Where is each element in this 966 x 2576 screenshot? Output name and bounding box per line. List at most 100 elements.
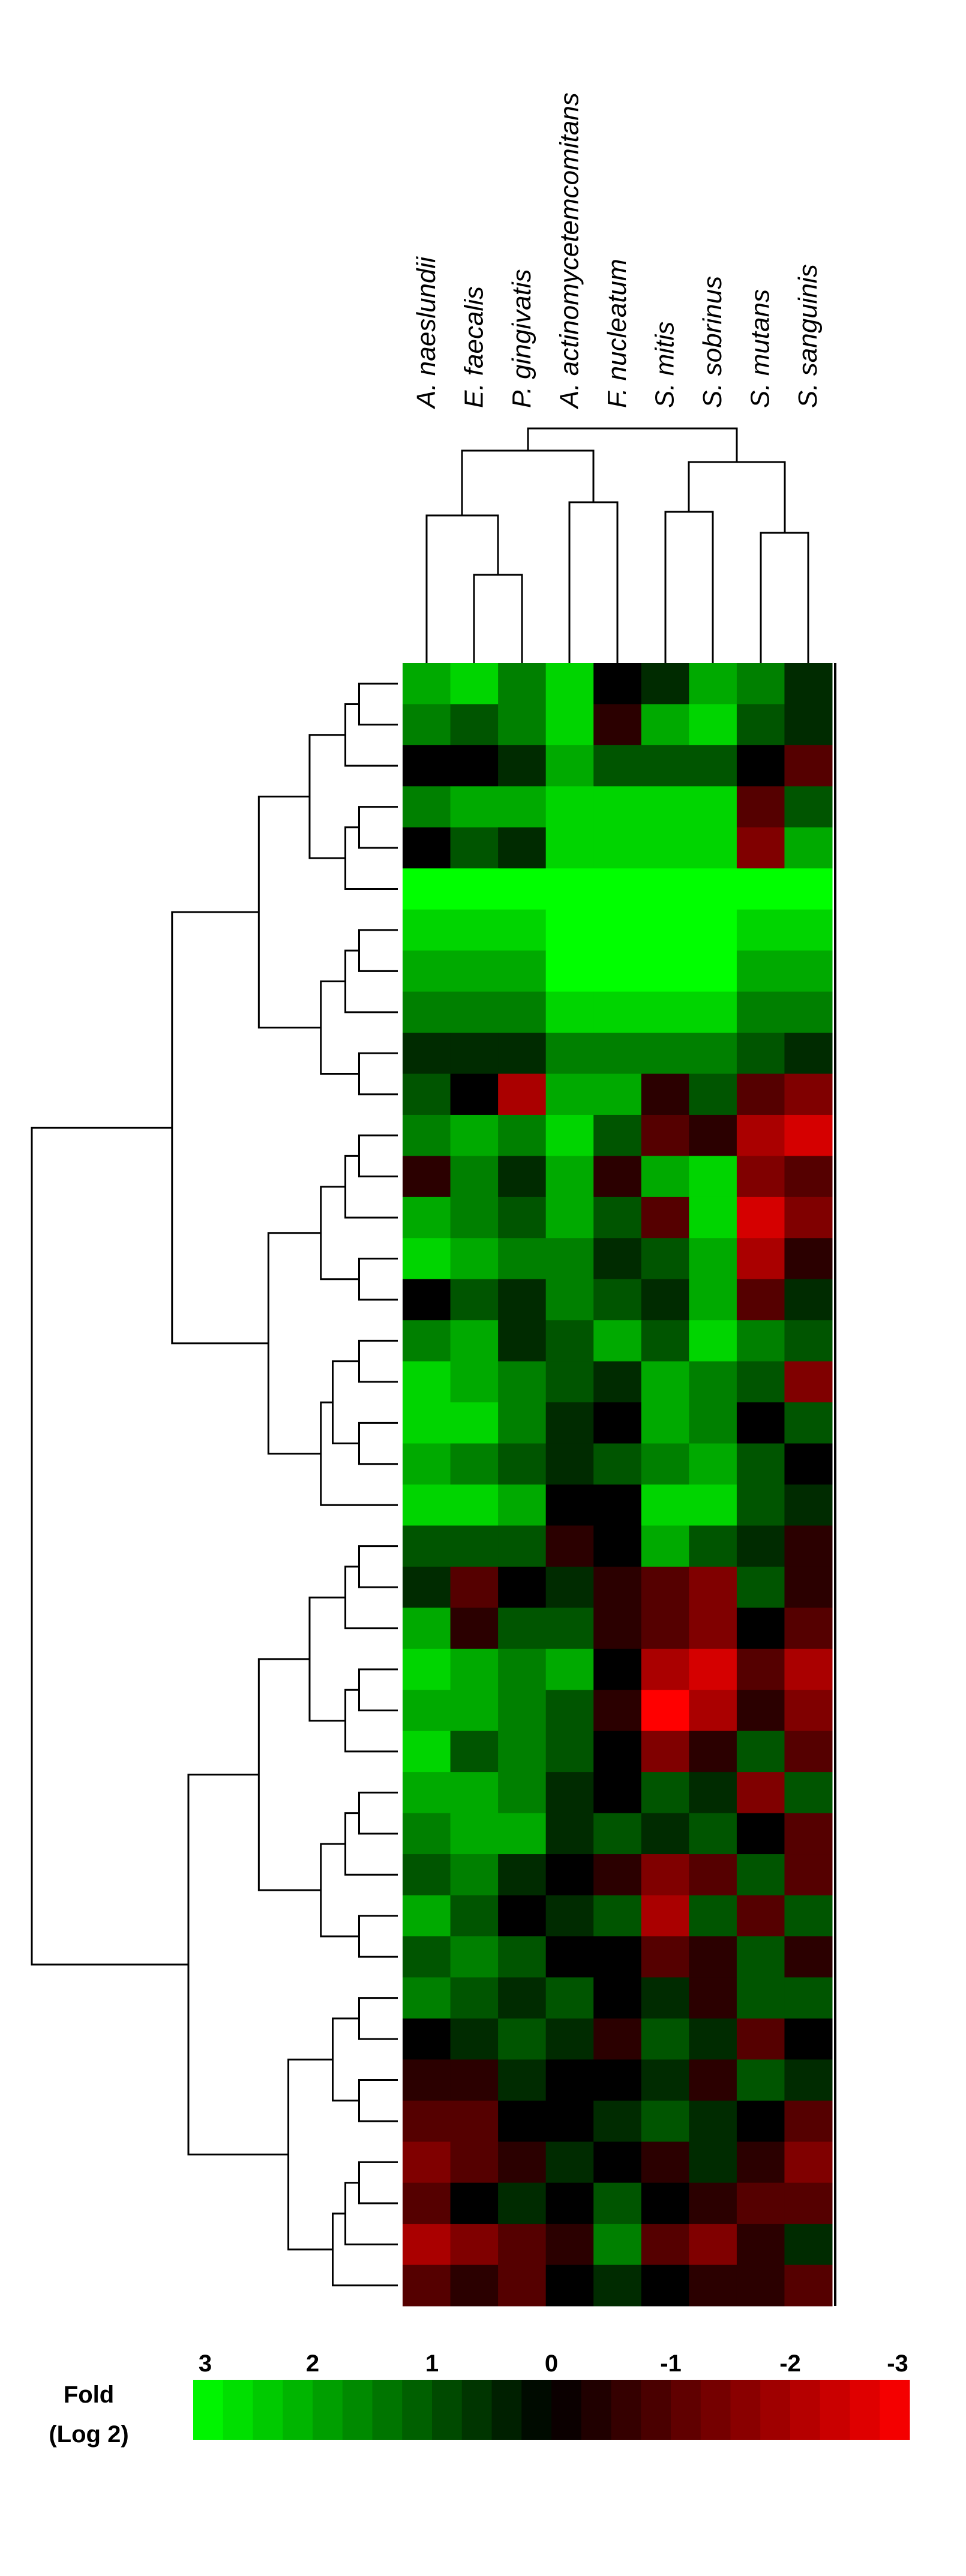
- heatmap-cell: [450, 2018, 499, 2060]
- heatmap-cell: [641, 704, 689, 746]
- heatmap-cell: [784, 2224, 833, 2266]
- heatmap-cell: [498, 1156, 547, 1198]
- heatmap-cell: [641, 1608, 689, 1650]
- heatmap-cell: [545, 663, 594, 704]
- column-label: A. actinomycetemcomitans: [554, 92, 584, 410]
- heatmap-cell: [784, 2059, 833, 2101]
- heatmap-cell: [641, 1936, 689, 1978]
- heatmap-cell: [736, 1690, 785, 1732]
- heatmap-cell: [403, 1731, 451, 1773]
- heatmap-cell: [689, 1361, 737, 1403]
- colorbar-step: [880, 2380, 910, 2440]
- heatmap-cell: [641, 2142, 689, 2184]
- heatmap-cell: [784, 1936, 833, 1978]
- heatmap-cell: [545, 991, 594, 1033]
- heatmap-cell: [450, 1443, 499, 1485]
- heatmap-cell: [498, 827, 547, 869]
- heatmap-cell: [593, 2059, 642, 2101]
- heatmap-cell: [641, 909, 689, 951]
- heatmap-cell: [689, 950, 737, 992]
- heatmap-cell: [689, 2224, 737, 2266]
- heatmap-cell: [403, 1936, 451, 1978]
- heatmap-cell: [641, 1854, 689, 1896]
- row-dendrogram: [332, 2212, 398, 2287]
- heatmap-cell: [403, 786, 451, 828]
- heatmap-cell: [498, 1936, 547, 1978]
- heatmap-cell: [784, 2018, 833, 2060]
- heatmap-cell: [498, 1238, 547, 1280]
- row-dendrogram: [358, 806, 398, 849]
- heatmap-cell: [403, 1114, 451, 1156]
- colorbar-step: [730, 2380, 761, 2440]
- heatmap-cell: [403, 2142, 451, 2184]
- heatmap-cell: [736, 2224, 785, 2266]
- heatmap-cell: [593, 1033, 642, 1074]
- heatmap-cell: [689, 2100, 737, 2142]
- heatmap-cell: [689, 1443, 737, 1485]
- heatmap-cell: [593, 1114, 642, 1156]
- row-dendrogram: [358, 1668, 398, 1711]
- heatmap-cell: [593, 1566, 642, 1608]
- heatmap-cell: [450, 1114, 499, 1156]
- heatmap-cell: [641, 663, 689, 704]
- heatmap-cell: [545, 1443, 594, 1485]
- heatmap-cell: [641, 950, 689, 992]
- heatmap-cell: [450, 2224, 499, 2266]
- row-dendrogram: [344, 1689, 398, 1753]
- heatmap-cell: [689, 786, 737, 828]
- heatmap-cell: [641, 1648, 689, 1690]
- heatmap-cell: [784, 1690, 833, 1732]
- colorbar-step: [671, 2380, 701, 2440]
- heatmap-cell: [403, 663, 451, 704]
- heatmap-cell: [450, 1525, 499, 1567]
- heatmap-cell: [689, 1731, 737, 1773]
- heatmap-cell: [403, 1772, 451, 1814]
- heatmap-cell: [641, 1402, 689, 1444]
- row-dendrogram: [257, 795, 321, 1028]
- heatmap-cell: [784, 1854, 833, 1896]
- heatmap-cell: [689, 1566, 737, 1608]
- heatmap-cell: [689, 1156, 737, 1198]
- heatmap-cell: [641, 1073, 689, 1115]
- heatmap-cell: [545, 1566, 594, 1608]
- heatmap-cell: [403, 1361, 451, 1403]
- heatmap-cell: [784, 950, 833, 992]
- heatmap-cell: [498, 1443, 547, 1485]
- heatmap-cell: [593, 1813, 642, 1855]
- heatmap-cell: [545, 1854, 594, 1896]
- heatmap-cell: [593, 827, 642, 869]
- heatmap-cell: [498, 909, 547, 951]
- heatmap-cell: [784, 663, 833, 704]
- row-dendrogram: [320, 1186, 359, 1280]
- row-dendrogram: [358, 1915, 398, 1958]
- heatmap-cell: [641, 1361, 689, 1403]
- heatmap-cell: [689, 1114, 737, 1156]
- heatmap-cell: [593, 1238, 642, 1280]
- heatmap-cell: [545, 1895, 594, 1937]
- heatmap-cell: [450, 2059, 499, 2101]
- row-dendrogram: [358, 1545, 398, 1588]
- heatmap-cell: [736, 2018, 785, 2060]
- heatmap-cell: [689, 1608, 737, 1650]
- heatmap-cell: [641, 827, 689, 869]
- heatmap-cell: [641, 1895, 689, 1937]
- heatmap-cell: [545, 786, 594, 828]
- heatmap-cell: [593, 1156, 642, 1198]
- heatmap-cell: [498, 1772, 547, 1814]
- heatmap-cell: [689, 827, 737, 869]
- heatmap-cell: [403, 1073, 451, 1115]
- heatmap-cell: [736, 991, 785, 1033]
- heatmap-cell: [403, 2059, 451, 2101]
- colorbar-step: [313, 2380, 343, 2440]
- heatmap-cell: [403, 2018, 451, 2060]
- heatmap-cell: [545, 1279, 594, 1321]
- heatmap-cell: [689, 1977, 737, 2019]
- heatmap-cell: [689, 1033, 737, 1074]
- heatmap-cell: [403, 1279, 451, 1321]
- heatmap-cell: [689, 2182, 737, 2224]
- heatmap-cell: [545, 2265, 594, 2307]
- heatmap-cell: [403, 2100, 451, 2142]
- heatmap-cell: [689, 1936, 737, 1978]
- column-label: E. faecalis: [459, 286, 488, 408]
- heatmap-cell: [498, 745, 547, 787]
